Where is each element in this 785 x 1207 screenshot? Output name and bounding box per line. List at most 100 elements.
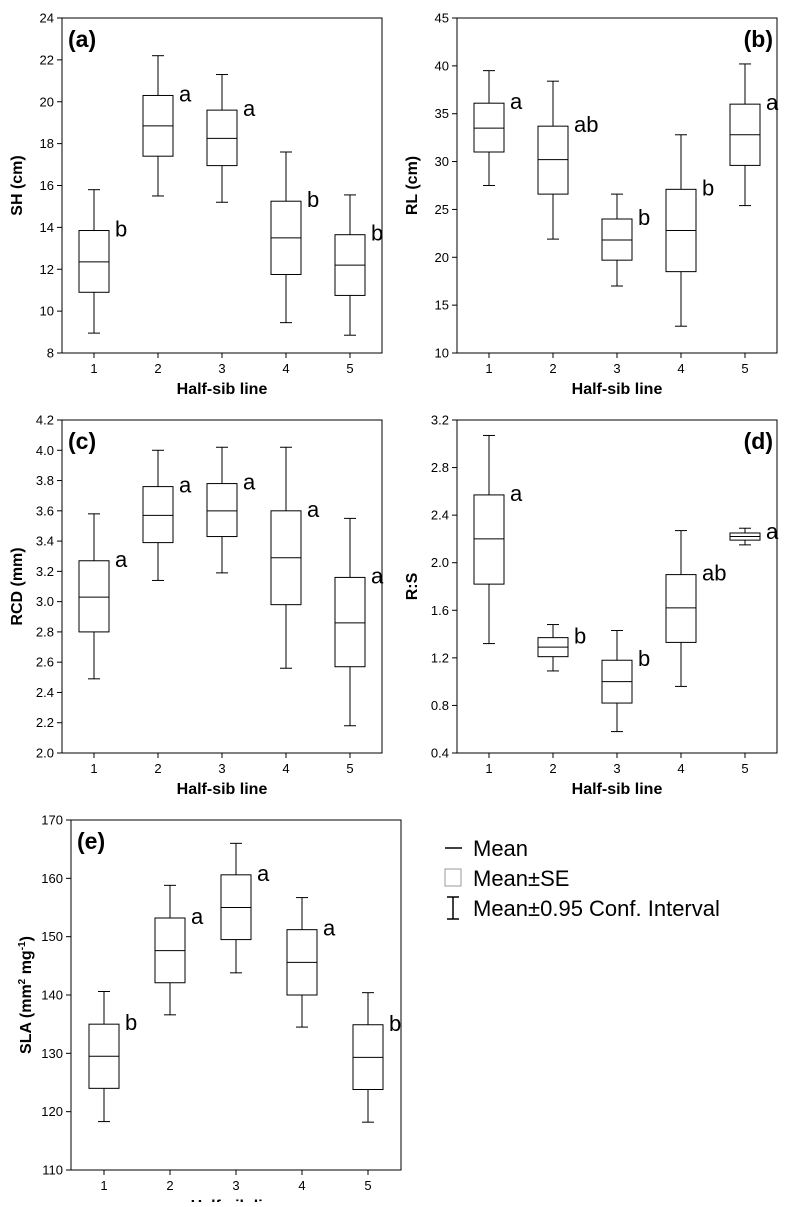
y-tick-label: 4.2 [36,413,54,428]
significance-letter: a [510,481,523,506]
panel-label: (c) [68,428,96,454]
y-tick-label: 22 [40,52,54,67]
box-group-3: b [601,193,650,287]
x-tick-label: 5 [741,361,748,376]
y-tick-label: 3.2 [36,564,54,579]
x-tick-label: 1 [100,1178,107,1193]
box-group-1: a [473,70,523,186]
x-tick-label: 2 [549,761,556,776]
x-tick-label: 3 [613,361,620,376]
x-tick-label: 4 [677,761,684,776]
x-tick-label: 4 [282,361,289,376]
y-tick-label: 150 [41,929,63,944]
legend-se-symbol [444,868,462,887]
y-tick-label: 2.0 [36,746,54,761]
y-tick-label: 25 [435,202,449,217]
significance-letter: a [191,904,204,929]
box-group-4: b [270,151,319,324]
se-box [334,576,366,668]
significance-letter: a [115,547,128,572]
se-box [142,486,174,544]
x-axis-label: Half-sib line [177,381,268,398]
significance-letter: a [323,916,336,941]
significance-letter: b [371,221,383,246]
y-tick-label: 2.4 [431,508,449,523]
box-group-5: a [334,517,384,727]
x-axis-label: Half-sib line [572,781,663,798]
significance-letter: a [243,96,256,121]
se-box [206,109,238,167]
box-group-2: a [142,55,192,197]
se-box [78,230,110,293]
se-box [473,494,505,585]
significance-letter: a [510,89,523,114]
se-box [78,560,110,633]
significance-letter: a [766,519,779,544]
x-axis-label: Half-sib line [177,781,268,798]
significance-letter: b [638,205,650,230]
box-group-5: b [352,992,401,1123]
box-group-2: a [154,884,204,1016]
y-tick-label: 0.8 [431,698,449,713]
x-tick-label: 4 [677,361,684,376]
y-axis-label: RL (cm) [404,156,421,215]
y-tick-label: 2.0 [431,555,449,570]
y-tick-label: 3.6 [36,503,54,518]
y-tick-label: 45 [435,11,449,26]
x-tick-label: 3 [218,361,225,376]
box-group-1: a [78,513,128,680]
significance-letter: ab [574,112,598,137]
y-axis-label-part: ) [18,936,35,941]
significance-letter: b [115,217,127,242]
x-tick-label: 1 [90,361,97,376]
panel-label: (b) [744,26,773,52]
y-tick-label: 20 [435,250,449,265]
box-group-1: b [88,991,137,1123]
box-group-4: a [270,446,320,669]
box-group-3: a [206,446,256,574]
plot-frame [456,17,778,354]
box-group-5: a [729,63,779,207]
significance-letter: ab [702,561,726,586]
significance-letter: a [179,473,192,498]
box-group-5: b [334,194,383,336]
y-tick-label: 110 [42,1163,63,1178]
y-tick-label: 15 [435,298,449,313]
x-tick-label: 5 [346,361,353,376]
x-tick-label: 1 [485,761,492,776]
x-tick-label: 4 [282,761,289,776]
significance-letter: b [702,175,714,200]
panel-label: (d) [744,428,773,454]
y-tick-label: 20 [40,94,54,109]
significance-letter: a [766,90,779,115]
x-tick-label: 2 [154,761,161,776]
box-group-2: ab [537,80,598,240]
y-axis-label-part: SLA (mm [18,984,35,1054]
x-tick-label: 5 [346,761,353,776]
y-tick-label: 24 [40,11,54,26]
box-group-2: b [537,624,586,672]
y-tick-label: 2.8 [431,460,449,475]
x-tick-label: 2 [549,361,556,376]
y-tick-label: 12 [40,262,54,277]
y-axis-label: R:S [404,572,421,600]
legend-mean-label: Mean [473,836,528,861]
x-tick-label: 3 [613,761,620,776]
y-tick-label: 35 [435,106,449,121]
chart-panel-5: 110 120 130 140 150 160 170 1 2 3 4 5 Half-sib line S… [17,813,402,1207]
y-tick-label: 14 [40,220,54,235]
box-group-4: ab [665,530,726,687]
x-tick-label: 1 [485,361,492,376]
y-tick-label: 30 [435,154,449,169]
y-tick-label: 16 [40,178,54,193]
se-box [665,574,697,643]
significance-letter: a [179,81,192,106]
y-axis-label-superscript: -1 [17,941,28,950]
y-tick-label: 10 [40,304,54,319]
box-group-3: a [220,842,270,974]
chart-panel-4: 0.4 0.8 1.2 1.6 2.0 2.4 2.8 3.2 1 2 3 4 5 Half-sib li… [404,413,779,799]
